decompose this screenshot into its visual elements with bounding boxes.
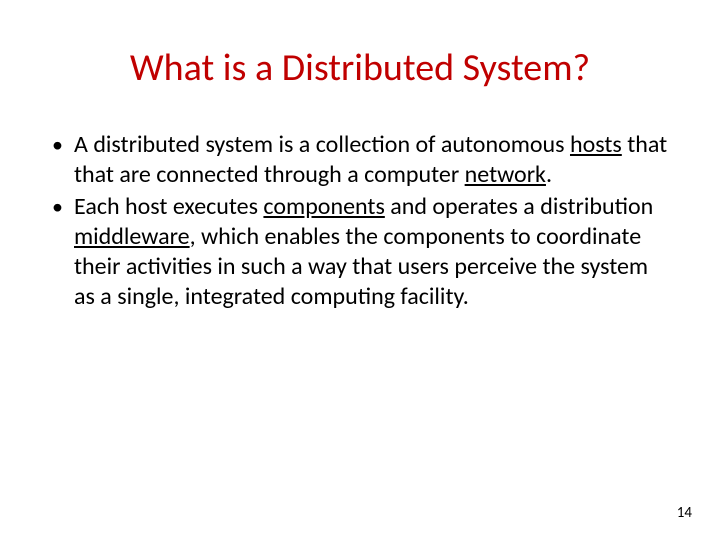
bullet-list: A distributed system is a collection of … xyxy=(50,130,670,312)
bullet-item: A distributed system is a collection of … xyxy=(50,130,670,190)
bullet-item: Each host executes components and operat… xyxy=(50,192,670,312)
underlined-term: network xyxy=(465,160,546,189)
page-number: 14 xyxy=(677,504,692,522)
underlined-term: middleware xyxy=(74,222,190,251)
slide: What is a Distributed System? A distribu… xyxy=(0,0,720,540)
text-run: A distributed system is a collection of … xyxy=(74,130,570,159)
underlined-term: hosts xyxy=(570,130,622,159)
slide-body: A distributed system is a collection of … xyxy=(50,130,670,314)
text-run: and operates a distribution xyxy=(385,192,653,221)
text-run: Each host executes xyxy=(74,192,263,221)
bullet-text: A distributed system is a collection of … xyxy=(74,130,670,190)
slide-title: What is a Distributed System? xyxy=(0,45,720,91)
underlined-term: components xyxy=(263,192,384,221)
text-run: . xyxy=(546,160,552,189)
bullet-text: Each host executes components and operat… xyxy=(74,192,670,312)
